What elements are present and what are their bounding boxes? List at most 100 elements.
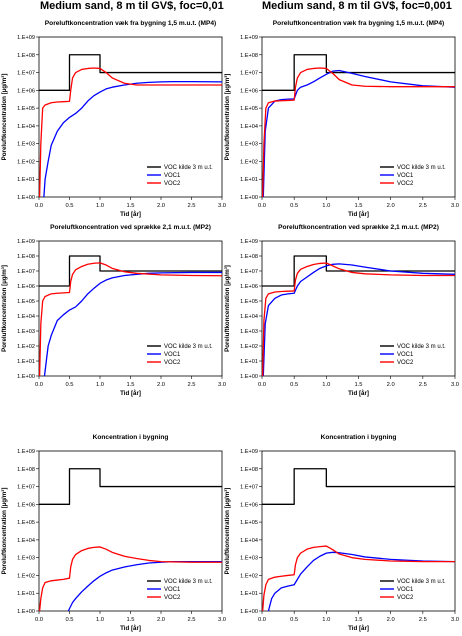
x-axis-label: Tid [år] xyxy=(348,625,369,632)
y-tick-label: 1.E+08 xyxy=(17,53,35,59)
series-line-3 xyxy=(38,67,222,198)
x-tick-label: 1.5 xyxy=(126,382,134,388)
legend-label: VOC1 xyxy=(164,173,181,179)
series-line-3 xyxy=(261,545,455,612)
series-line-1 xyxy=(262,255,455,287)
plot-area xyxy=(38,240,223,377)
x-axis-label: Tid [år] xyxy=(348,390,369,397)
legend-label: VOC kilde 3 m u.t. xyxy=(164,579,213,585)
y-tick-label: 1.E+07 xyxy=(17,71,35,77)
series-line-2 xyxy=(262,263,456,377)
y-tick-label: 1.E+04 xyxy=(240,538,258,544)
y-tick-label: 1.E+00 xyxy=(17,195,35,201)
legend-label: VOC2 xyxy=(397,595,414,601)
chart-title: Poreluftkoncentration væk fra bygning 1,… xyxy=(45,20,216,27)
y-tick-label: 1.E+01 xyxy=(240,359,258,365)
plot-area xyxy=(38,36,223,198)
x-tick-label: 0.0 xyxy=(35,382,43,388)
x-tick-label: 1.5 xyxy=(354,617,362,623)
series-line-3 xyxy=(261,67,455,198)
series-line-3 xyxy=(261,262,455,377)
y-tick-label: 1.E+00 xyxy=(17,374,35,380)
x-tick-label: 0.5 xyxy=(65,382,73,388)
legend-label: VOC1 xyxy=(164,587,181,593)
y-tick-label: 1.E+04 xyxy=(17,538,35,544)
x-tick-label: 2.5 xyxy=(187,203,195,209)
x-tick-label: 1.5 xyxy=(354,382,362,388)
y-tick-label: 1.E+04 xyxy=(17,314,35,320)
y-tick-label: 1.E+06 xyxy=(17,284,35,290)
y-tick-label: 1.E+01 xyxy=(17,177,35,183)
y-tick-label: 1.E+02 xyxy=(240,344,258,350)
x-tick-label: 1.0 xyxy=(96,203,104,209)
y-tick-label: 1.E+00 xyxy=(240,195,258,201)
y-tick-label: 1.E+07 xyxy=(17,485,35,491)
series-line-2 xyxy=(262,69,456,198)
series-line-3 xyxy=(38,262,223,377)
chart-panel-2: Poreluftkoncentration væk fra bygning 1,… xyxy=(224,20,459,218)
x-tick-label: 0.5 xyxy=(290,617,298,623)
y-tick-label: 1.E+00 xyxy=(240,609,258,615)
x-tick-label: 2.5 xyxy=(187,382,195,388)
x-tick-label: 0.5 xyxy=(290,203,298,209)
chart-panel-6: Koncentration i bygning 1.E+00 1.E+01 1.E+0… xyxy=(224,434,459,632)
legend-label: VOC1 xyxy=(164,352,181,358)
series-line-3 xyxy=(38,546,222,612)
y-tick-label: 1.E+07 xyxy=(240,71,258,77)
legend-label: VOC1 xyxy=(397,173,414,179)
legend-label: VOC kilde 3 m u.t. xyxy=(397,579,446,585)
y-axis-label: Poreluftkoncentration [µg/m³] xyxy=(1,488,8,575)
x-axis-label: Tid [år] xyxy=(120,211,141,218)
y-tick-label: 1.E+09 xyxy=(240,239,258,245)
chart-title: Koncentration i bygning xyxy=(93,434,169,441)
y-tick-label: 1.E+00 xyxy=(17,609,35,615)
y-tick-label: 1.E+08 xyxy=(17,467,35,473)
y-tick-label: 1.E+02 xyxy=(17,573,35,579)
legend-label: VOC2 xyxy=(164,595,181,601)
legend-label: VOC2 xyxy=(164,360,181,366)
x-tick-label: 0.5 xyxy=(65,203,73,209)
y-tick-label: 1.E+05 xyxy=(240,106,258,112)
chart-panel-5: Koncentration i bygning 1.E+00 1.E+01 1.E+0… xyxy=(1,434,226,632)
y-tick-label: 1.E+04 xyxy=(17,124,35,130)
legend-label: VOC kilde 3 m u.t. xyxy=(164,344,213,350)
x-tick-label: 2.5 xyxy=(419,382,427,388)
x-tick-label: 2.0 xyxy=(157,382,165,388)
y-axis-label: Poreluftkoncentration [µg/m³] xyxy=(1,265,8,352)
y-tick-label: 1.E+01 xyxy=(17,359,35,365)
y-tick-label: 1.E+08 xyxy=(240,53,258,59)
y-tick-label: 1.E+06 xyxy=(240,284,258,290)
x-tick-label: 3.0 xyxy=(451,382,459,388)
x-tick-label: 0.0 xyxy=(258,203,266,209)
x-tick-label: 2.5 xyxy=(419,203,427,209)
chart-title: Koncentration i bygning xyxy=(321,434,397,441)
chart-panel-1: Poreluftkoncentration væk fra bygning 1,… xyxy=(1,20,226,218)
x-tick-label: 2.0 xyxy=(157,203,165,209)
right-column-heading: Medium sand, 8 m til GV$, foc=0,001 xyxy=(262,0,452,12)
chart-panel-3: Poreluftkoncentration ved sprække 2,1 m.… xyxy=(1,224,226,397)
x-tick-label: 3.0 xyxy=(218,382,226,388)
chart-panel-4: Poreluftkoncentration ved sprække 2,1 m.… xyxy=(224,224,459,397)
x-tick-label: 3.0 xyxy=(218,203,226,209)
legend-label: VOC2 xyxy=(397,181,414,187)
y-axis-label: Poreluftkoncentration [µg/m³] xyxy=(224,265,231,352)
y-axis-label: Poreluftkoncentration [µg/m³] xyxy=(224,488,231,575)
x-axis-label: Tid [år] xyxy=(120,625,141,632)
x-tick-label: 2.5 xyxy=(187,617,195,623)
y-tick-label: 1.E+03 xyxy=(17,142,35,148)
y-tick-label: 1.E+05 xyxy=(17,106,35,112)
legend-label: VOC kilde 3 m u.t. xyxy=(397,165,446,171)
y-tick-label: 1.E+06 xyxy=(17,502,35,508)
chart-title: Poreluftkoncentration ved sprække 2,1 m.… xyxy=(50,224,211,231)
y-tick-label: 1.E+09 xyxy=(17,239,35,245)
series-line-2 xyxy=(43,271,222,377)
chart-title: Poreluftkoncentration ved sprække 2,1 m.… xyxy=(278,224,439,231)
y-tick-label: 1.E+07 xyxy=(240,485,258,491)
y-tick-label: 1.E+08 xyxy=(17,254,35,260)
x-tick-label: 3.0 xyxy=(451,203,459,209)
y-tick-label: 1.E+09 xyxy=(240,449,258,455)
legend-label: VOC1 xyxy=(397,352,414,358)
y-tick-label: 1.E+03 xyxy=(240,329,258,335)
y-tick-label: 1.E+05 xyxy=(17,299,35,305)
y-tick-label: 1.E+09 xyxy=(17,449,35,455)
